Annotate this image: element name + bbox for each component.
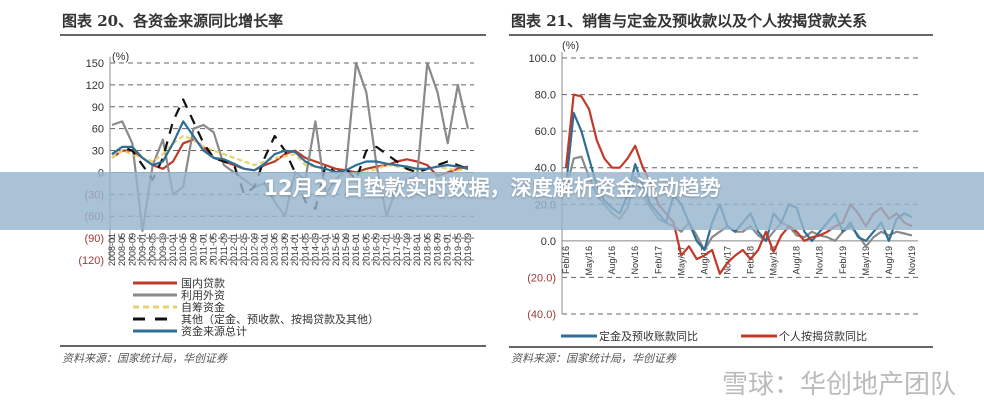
x-tick-label: 2018-09 (432, 233, 442, 266)
x-tick-label: 2009-05 (148, 233, 158, 266)
y-tick-label: 120 (86, 80, 104, 92)
x-tick-label: Aug/16 (607, 246, 617, 275)
legend-label: 定金及预收账款同比 (599, 329, 698, 343)
x-tick-label: 2018-05 (422, 233, 432, 266)
x-tick-label: 2015-09 (341, 233, 351, 266)
legend-label: 个人按揭贷款同比 (779, 329, 867, 343)
x-tick-label: 2011-09 (219, 233, 229, 265)
legend-label: 国内贷款 (181, 276, 225, 290)
x-tick-label: Nov/19 (907, 246, 917, 275)
x-tick-label: 2016-09 (371, 233, 381, 266)
x-tick-label: 2008-09 (127, 233, 137, 266)
x-tick-label: 2017-01 (382, 233, 392, 266)
legend-label: 资金来源总计 (181, 324, 247, 338)
x-tick-label: 2014-09 (310, 233, 320, 266)
chart21-title: 图表 21、销售与定金及预收款以及个人按揭贷款关系 (511, 12, 867, 30)
x-tick-label: 2010-05 (178, 233, 188, 266)
chart20-source: 资料来源：国家统计局，华创证券 (62, 352, 228, 365)
x-tick-label: Aug/19 (884, 246, 894, 275)
x-tick-label: 2015-01 (321, 233, 331, 266)
series-line-4 (111, 120, 469, 174)
x-tick-label: May/19 (861, 246, 871, 276)
x-tick-label: 2018-01 (412, 233, 422, 266)
x-tick-label: 2011-01 (199, 233, 209, 265)
x-tick-label: Nov/16 (630, 246, 640, 275)
legend-label: 其他（定金、预收款、按揭贷款及其他） (181, 312, 379, 326)
x-tick-label: 2019-05 (453, 233, 463, 266)
y-tick-label: (20.0) (527, 272, 556, 284)
y-tick-label: (90) (84, 233, 104, 245)
x-tick-label: May/16 (584, 246, 594, 276)
legend-label: 利用外资 (181, 289, 225, 302)
x-tick-label: Aug/18 (792, 246, 802, 275)
x-tick-label: Aug/17 (699, 246, 709, 275)
x-tick-label: 2017-05 (392, 233, 402, 266)
chart21-x-ticks: Feb/16 May/16 Aug/16 Nov/16 Feb/17 May/17 Aug/… (561, 246, 917, 276)
x-tick-label: 2008-05 (117, 233, 127, 266)
x-tick-label: 2015-05 (331, 233, 341, 266)
x-tick-label: Nov/18 (815, 246, 825, 275)
x-tick-label: 2011-05 (209, 233, 219, 265)
x-tick-label: 2010-09 (188, 233, 198, 266)
x-tick-label: 2014-05 (300, 233, 310, 266)
x-tick-label: Feb/16 (561, 246, 571, 274)
headline: 12月27日垫款实时数据，深度解析资金流动趋势 (263, 176, 721, 200)
series-line-3 (111, 98, 469, 210)
x-tick-label: 2012-05 (239, 233, 249, 266)
headline-banner: 12月27日垫款实时数据，深度解析资金流动趋势 (0, 172, 984, 230)
x-tick-label: 2016-05 (361, 233, 371, 266)
y-tick-label: 150 (86, 58, 104, 70)
chart20-unit: (%) (112, 51, 129, 63)
chart21-legend: 定金及预收账款同比 个人按揭贷款同比 (561, 329, 867, 343)
chart20-title: 图表 20、各资金来源同比增长率 (62, 12, 283, 30)
x-tick-label: 2013-09 (280, 233, 290, 266)
chart21-unit: (%) (562, 40, 579, 52)
x-tick-label: May/18 (769, 246, 779, 276)
x-tick-label: 2012-09 (249, 233, 259, 266)
x-tick-label: 2009-09 (158, 233, 168, 266)
y-tick-label: 90 (92, 102, 104, 114)
x-tick-label: 2019-09 (463, 233, 473, 266)
x-tick-label: 2019-01 (443, 233, 453, 266)
y-tick-label: 40.0 (535, 163, 556, 175)
chart20-x-ticks: 2008-01 2008-05 2008-09 2009-01 2009-05 2009-… (107, 233, 473, 266)
chart20-legend: 国内贷款 利用外资 自筹资金 其他（定金、预收款、按揭贷款及其他） 资金来源总计 (133, 276, 379, 338)
watermark: 雪球：华创地产团队 (722, 370, 956, 400)
x-tick-label: 2014-01 (290, 233, 300, 266)
y-tick-label: 30 (92, 146, 104, 158)
x-tick-label: May/17 (676, 246, 686, 276)
x-tick-label: 2012-01 (229, 233, 239, 266)
chart20-y-ticks: 1501209060300(30)(60)(90)(120) (78, 58, 104, 267)
y-tick-label: (40.0) (527, 309, 556, 321)
x-tick-label: 2009-01 (138, 233, 148, 266)
y-tick-label: (120) (78, 255, 104, 267)
x-tick-label: 2008-01 (107, 233, 117, 266)
x-tick-label: Feb/19 (838, 246, 848, 274)
x-tick-label: 2010-01 (168, 233, 178, 266)
y-tick-label: 80.0 (535, 90, 556, 102)
y-tick-label: 60 (92, 124, 104, 136)
x-tick-label: Nov/17 (722, 246, 732, 275)
y-tick-label: 60.0 (535, 126, 556, 138)
y-tick-label: 100.0 (528, 53, 556, 65)
legend-label: 自筹资金 (181, 300, 225, 314)
x-tick-label: 2017-09 (402, 233, 412, 266)
x-tick-label: 2016-01 (351, 233, 361, 266)
x-tick-label: 2013-05 (270, 233, 280, 266)
x-tick-label: Feb/17 (653, 246, 663, 274)
y-tick-label: 0.0 (541, 236, 556, 248)
x-tick-label: 2013-01 (260, 233, 270, 266)
chart21-source: 资料来源：国家统计局，华创证券 (511, 352, 677, 365)
